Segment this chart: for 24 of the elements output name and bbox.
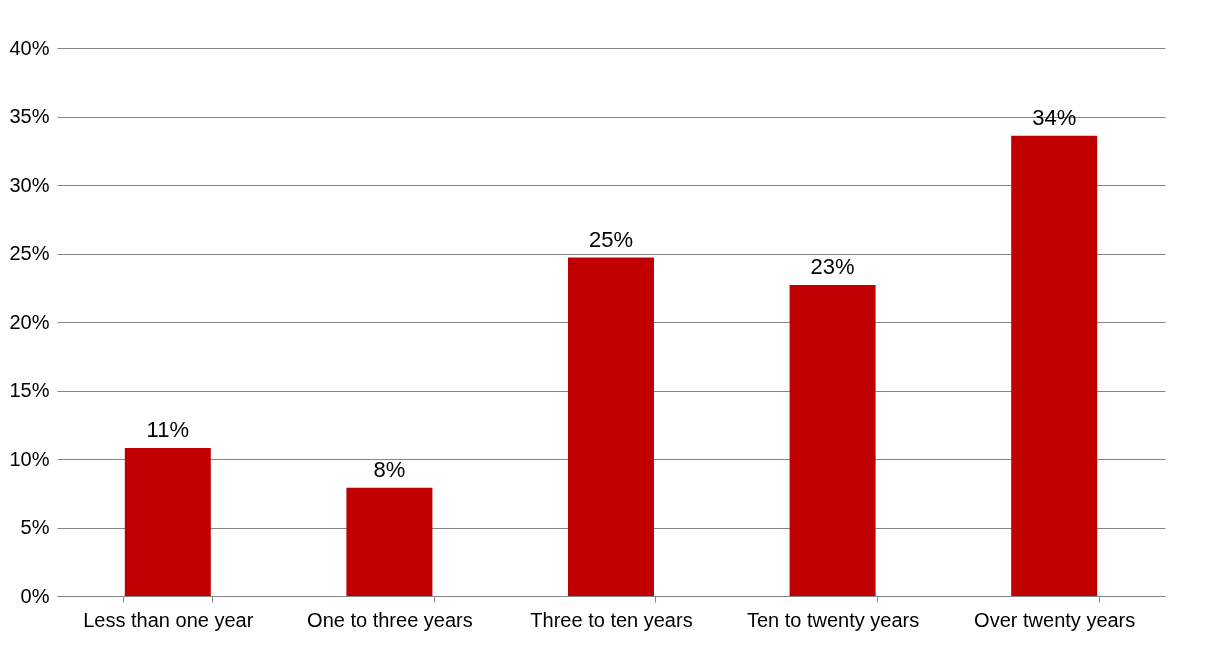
data-label: 8% <box>373 456 406 482</box>
x-tick-label: One to three years <box>307 608 473 631</box>
data-label: 23% <box>810 254 855 280</box>
y-tick-label: 40% <box>9 36 50 59</box>
y-tick-label: 30% <box>9 173 50 196</box>
y-tick-label: 35% <box>9 105 50 127</box>
y-tick-label: 0% <box>20 584 50 607</box>
y-tick-label: 10% <box>9 447 50 470</box>
x-tick-label: Three to ten years <box>530 608 693 631</box>
bar <box>1011 135 1098 596</box>
x-tick-label: Less than one year <box>83 608 254 631</box>
x-tick-label: Ten to twenty years <box>746 608 920 631</box>
bar <box>346 487 433 596</box>
data-label: 25% <box>588 226 634 252</box>
bar <box>789 285 876 596</box>
data-label: 34% <box>1032 104 1077 130</box>
y-tick-label: 25% <box>9 242 50 264</box>
data-label: 11% <box>146 417 189 443</box>
x-tick-label: Over twenty years <box>974 608 1136 631</box>
y-tick-label: 5% <box>20 516 50 538</box>
bar <box>568 257 654 596</box>
bar <box>124 448 211 596</box>
y-tick-label: 15% <box>9 379 50 401</box>
y-tick-label: 20% <box>9 310 50 333</box>
